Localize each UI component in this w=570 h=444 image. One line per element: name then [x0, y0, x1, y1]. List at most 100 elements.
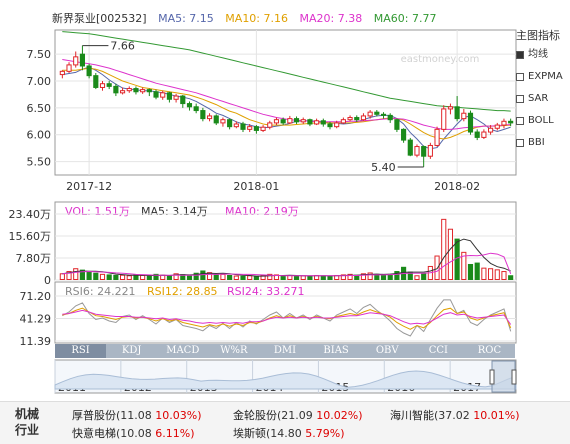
volume-bar: [273, 274, 280, 280]
candle-body: [447, 106, 454, 110]
peer-price: (11.08: [116, 409, 152, 422]
volume-bar: [501, 271, 507, 280]
checkbox-icon[interactable]: [516, 95, 524, 103]
checkbox-icon[interactable]: [516, 73, 524, 81]
volume-bar: [119, 274, 126, 281]
main-y-tick: 7.50: [27, 48, 52, 61]
volume-bar: [66, 271, 72, 280]
timeline-silhouette: [54, 370, 517, 390]
candle-body: [66, 64, 72, 72]
volume-bar: [113, 274, 119, 281]
candle-body: [354, 117, 360, 121]
candle-body: [327, 123, 333, 128]
candle-body: [474, 131, 480, 138]
candle-body: [73, 56, 79, 66]
volume-bar: [253, 276, 259, 281]
indicator-sar-label: SAR: [528, 93, 549, 104]
candle-body: [247, 126, 253, 130]
volume-ma-ma10: [62, 252, 512, 277]
candle-body: [467, 112, 474, 133]
candle-body: [307, 119, 313, 125]
indicator-boll[interactable]: BOLL: [516, 110, 570, 132]
peer-change: 6.11%): [155, 427, 195, 440]
candle-body: [113, 85, 119, 94]
volume-bar: [394, 271, 400, 280]
candle-body: [140, 89, 146, 93]
main-x-tick: 2017-12: [66, 180, 112, 193]
volume-bar: [59, 273, 65, 280]
candle-body: [387, 114, 393, 121]
peer-price: (37.02: [434, 409, 470, 422]
volume-bar: [327, 275, 333, 281]
ma20-label: MA20: 7.38: [299, 12, 363, 25]
volume-bar: [213, 274, 219, 280]
rsi6-label: RSI6: 24.221: [65, 285, 136, 298]
indicator-expma-label: EXPMA: [528, 71, 563, 82]
candle-body: [427, 144, 433, 157]
volume-bar: [340, 274, 346, 280]
peer-price: (10.08: [116, 427, 152, 440]
volume-bar: [99, 273, 106, 281]
rsi12-label: RSI12: 28.85: [147, 285, 218, 298]
tab-macd[interactable]: MACD: [166, 345, 200, 356]
candle-body: [267, 122, 273, 128]
candle-body: [347, 117, 353, 121]
tab-dmi[interactable]: DMI: [273, 345, 297, 356]
candle-body: [173, 95, 179, 100]
volume-bar: [300, 275, 306, 280]
candle-body: [186, 103, 193, 108]
peer-stock[interactable]: 埃斯顿(14.80 5.79%): [233, 425, 345, 441]
candle-body: [414, 146, 420, 156]
peer-stock[interactable]: 厚普股份(11.08 10.03%): [72, 407, 202, 423]
tab-obv[interactable]: OBV: [375, 345, 399, 356]
ma60-label: MA60: 7.77: [373, 12, 437, 25]
volume-bar: [441, 218, 447, 281]
tab-kdj[interactable]: KDJ: [121, 345, 142, 356]
indicator-expma[interactable]: EXPMA: [516, 66, 570, 88]
volume-bar: [173, 273, 179, 280]
volume-bar: [140, 274, 146, 281]
volume-bar: [347, 273, 353, 281]
tab-bias[interactable]: BIAS: [323, 345, 349, 356]
volume-bar: [421, 273, 427, 280]
volume-bar: [474, 262, 480, 281]
indicator-panel: 主图指标 均线 EXPMA SAR BOLL BBI: [516, 28, 570, 154]
tab-roc[interactable]: ROC: [477, 345, 502, 356]
indicator-bbi[interactable]: BBI: [516, 132, 570, 154]
rsi-y-tick: 11.39: [20, 335, 52, 348]
volume-bar: [481, 267, 487, 280]
rsi-line-rsi12: [62, 307, 512, 330]
indicator-sar[interactable]: SAR: [516, 88, 570, 110]
candle-body: [180, 95, 186, 105]
peer-stock[interactable]: 快意电梯(10.08 6.11%): [72, 425, 195, 441]
volume-bar: [488, 268, 494, 281]
checkbox-icon[interactable]: [516, 51, 524, 59]
candle-body: [253, 126, 259, 131]
tab-rsi[interactable]: RSI: [55, 344, 107, 358]
volume-bar: [233, 275, 239, 280]
checkbox-icon[interactable]: [516, 139, 524, 147]
candle-body: [59, 70, 65, 76]
indicator-ma-label: 均线: [528, 49, 548, 60]
candle-body: [106, 83, 112, 87]
volume-y-tick: 7.80万: [16, 252, 52, 265]
rsi24-label: RSI24: 33.271: [227, 285, 305, 298]
candle-body: [240, 123, 246, 130]
candle-body: [79, 53, 85, 67]
candle-body: [340, 119, 346, 124]
volume-bar: [220, 273, 226, 281]
volume-bar: [380, 274, 387, 281]
tab-cci[interactable]: CCI: [428, 345, 448, 356]
peer-stock[interactable]: 海川智能(37.02 10.01%): [390, 407, 520, 423]
vol-ma5-label: MA5: 3.14万: [141, 205, 208, 218]
volume-bar: [73, 268, 79, 281]
peer-stock[interactable]: 金轮股份(21.09 10.02%): [233, 407, 363, 423]
checkbox-icon[interactable]: [516, 117, 524, 125]
peer-name: 金轮股份: [233, 409, 277, 422]
volume-bar: [260, 274, 266, 281]
indicator-ma[interactable]: 均线: [516, 44, 570, 66]
volume-bar: [146, 275, 152, 280]
tab-wpctr[interactable]: W%R: [220, 345, 248, 356]
ma-line-ma20: [62, 59, 511, 130]
candle-body: [494, 124, 500, 129]
